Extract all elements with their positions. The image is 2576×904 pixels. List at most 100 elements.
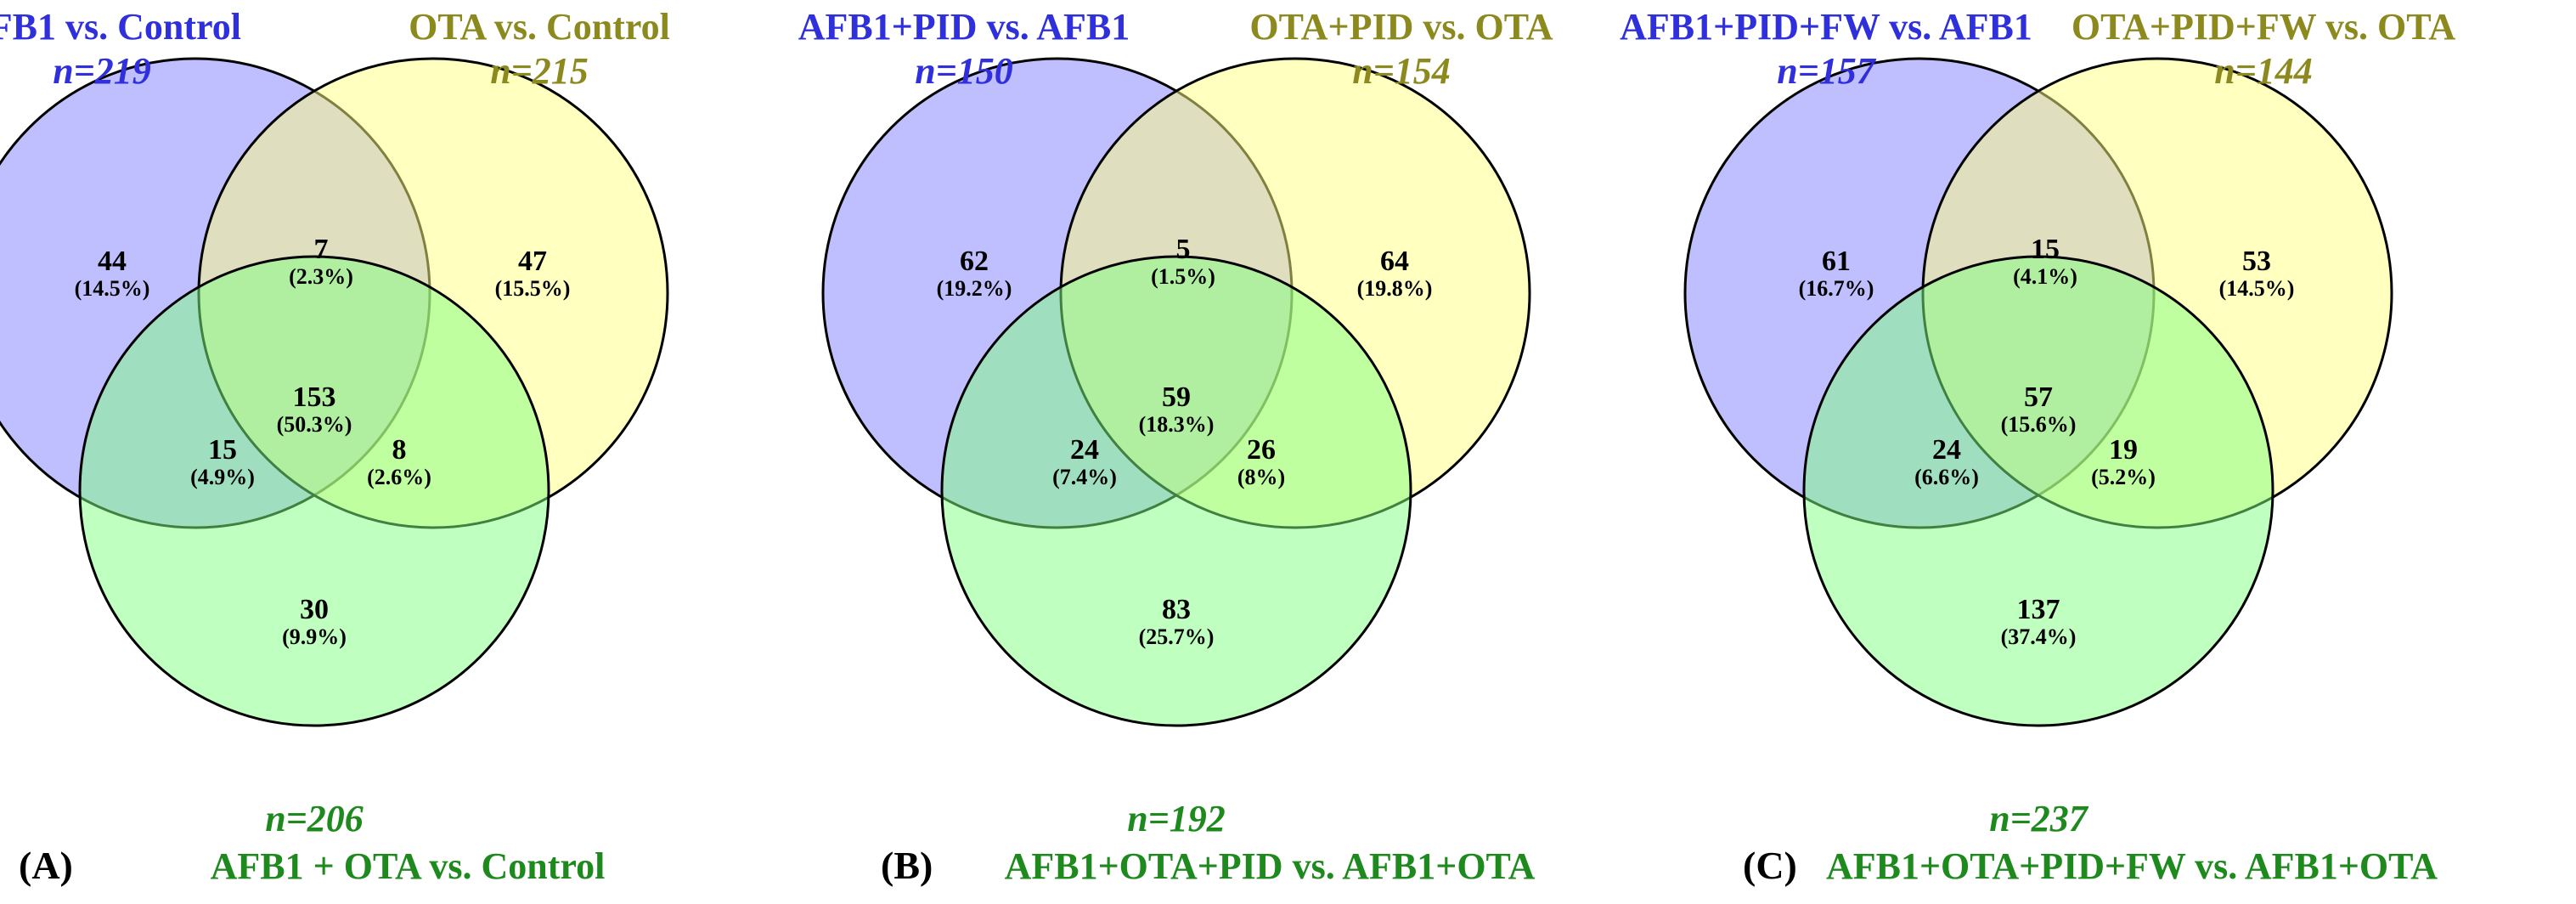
- n-symbol: n: [2214, 50, 2235, 92]
- region-percent: (25.7%): [1139, 624, 1215, 649]
- region-r23: 19(5.2%): [2091, 434, 2156, 489]
- region-percent: (19.8%): [1357, 276, 1433, 301]
- region-count: 57: [2024, 381, 2053, 413]
- region-r123: 153(50.3%): [277, 381, 352, 437]
- region-count: 47: [518, 246, 547, 277]
- region-count: 64: [1380, 246, 1409, 277]
- region-count: 7: [314, 234, 329, 265]
- set1-title: AFB1+PID+FW vs. AFB1: [1620, 6, 2032, 48]
- set1-size-value: =150: [936, 50, 1013, 92]
- set3-size-value: =206: [286, 798, 364, 839]
- region-percent: (14.5%): [2219, 276, 2295, 301]
- set1-size-value: =219: [74, 50, 151, 92]
- region-count: 24: [1932, 434, 1961, 466]
- region-count: 61: [1822, 246, 1851, 277]
- region-count: 15: [2031, 234, 2060, 265]
- region-percent: (15.6%): [2001, 412, 2077, 437]
- region-percent: (6.6%): [1914, 465, 1979, 489]
- region-only1: 44(14.5%): [75, 246, 150, 301]
- region-percent: (1.5%): [1151, 264, 1215, 289]
- region-percent: (9.9%): [282, 624, 347, 649]
- region-count: 153: [293, 381, 336, 413]
- set3-size: n=206: [265, 798, 364, 839]
- region-percent: (19.2%): [937, 276, 1012, 301]
- region-r23: 8(2.6%): [367, 434, 431, 489]
- region-count: 59: [1162, 381, 1191, 413]
- region-count: 44: [98, 246, 127, 277]
- set3-size-value: =237: [2010, 798, 2089, 839]
- set3-circle: [78, 255, 550, 727]
- set2-title: OTA+PID+FW vs. OTA: [2072, 6, 2456, 48]
- region-percent: (14.5%): [75, 276, 150, 301]
- region-only1: 62(19.2%): [937, 246, 1012, 301]
- set2-size: n=154: [1352, 50, 1451, 92]
- set3-circle: [940, 255, 1412, 727]
- set1-size: n=150: [915, 50, 1013, 92]
- n-symbol: n: [490, 50, 510, 92]
- region-percent: (4.1%): [2013, 264, 2077, 289]
- region-count: 30: [300, 594, 329, 625]
- n-symbol: n: [1777, 50, 1797, 92]
- region-r13: 24(7.4%): [1052, 434, 1117, 489]
- region-count: 53: [2242, 246, 2271, 277]
- region-percent: (37.4%): [2001, 624, 2077, 649]
- region-only3: 30(9.9%): [282, 594, 347, 649]
- n-symbol: n: [53, 50, 73, 92]
- n-symbol: n: [1127, 798, 1147, 839]
- region-percent: (50.3%): [277, 412, 352, 437]
- region-percent: (2.3%): [289, 264, 353, 289]
- region-percent: (7.4%): [1052, 465, 1117, 489]
- region-count: 19: [2109, 434, 2138, 466]
- region-r12: 7(2.3%): [289, 234, 353, 289]
- region-r12: 5(1.5%): [1151, 234, 1215, 289]
- n-symbol: n: [1989, 798, 2010, 839]
- set2-size-value: =215: [511, 50, 589, 92]
- set2-title: OTA+PID vs. OTA: [1249, 6, 1553, 48]
- set1-title: AFB1 vs. Control: [0, 6, 241, 48]
- set1-size: n=219: [53, 50, 151, 92]
- region-count: 5: [1176, 234, 1191, 265]
- set3-title: AFB1 + OTA vs. Control: [211, 845, 606, 887]
- set2-size-value: =154: [1373, 50, 1451, 92]
- region-count: 24: [1070, 434, 1099, 466]
- region-count: 26: [1247, 434, 1276, 466]
- region-count: 137: [2017, 594, 2060, 625]
- set2-size-value: =144: [2235, 50, 2313, 92]
- region-percent: (5.2%): [2091, 465, 2156, 489]
- n-symbol: n: [915, 50, 935, 92]
- region-percent: (4.9%): [190, 465, 255, 489]
- set1-size-value: =157: [1798, 50, 1877, 92]
- region-percent: (8%): [1237, 465, 1285, 489]
- region-count: 15: [208, 434, 237, 466]
- region-r23: 26(8%): [1237, 434, 1285, 489]
- region-only2: 53(14.5%): [2219, 246, 2295, 301]
- region-only3: 137(37.4%): [2001, 594, 2077, 649]
- region-percent: (2.6%): [367, 465, 431, 489]
- region-percent: (18.3%): [1139, 412, 1215, 437]
- region-r12: 15(4.1%): [2013, 234, 2077, 289]
- region-percent: (15.5%): [495, 276, 571, 301]
- region-only2: 64(19.8%): [1357, 246, 1433, 301]
- n-symbol: n: [1352, 50, 1373, 92]
- set3-size: n=192: [1127, 798, 1226, 839]
- set2-size: n=215: [490, 50, 589, 92]
- panel-label: (C): [1743, 844, 1797, 887]
- region-only2: 47(15.5%): [495, 246, 571, 301]
- set1-title: AFB1+PID vs. AFB1: [798, 6, 1130, 48]
- set3-size-value: =192: [1148, 798, 1226, 839]
- region-r13: 24(6.6%): [1914, 434, 1979, 489]
- set3-size: n=237: [1989, 798, 2089, 839]
- region-count: 8: [392, 434, 407, 466]
- set1-size: n=157: [1777, 50, 1877, 92]
- set2-title: OTA vs. Control: [409, 6, 670, 48]
- set3-title: AFB1+OTA+PID vs. AFB1+OTA: [1005, 845, 1536, 887]
- region-r123: 57(15.6%): [2001, 381, 2077, 437]
- panel-label: (B): [881, 844, 933, 887]
- region-percent: (16.7%): [1799, 276, 1874, 301]
- set3-circle: [1802, 255, 2274, 727]
- set2-size: n=144: [2214, 50, 2313, 92]
